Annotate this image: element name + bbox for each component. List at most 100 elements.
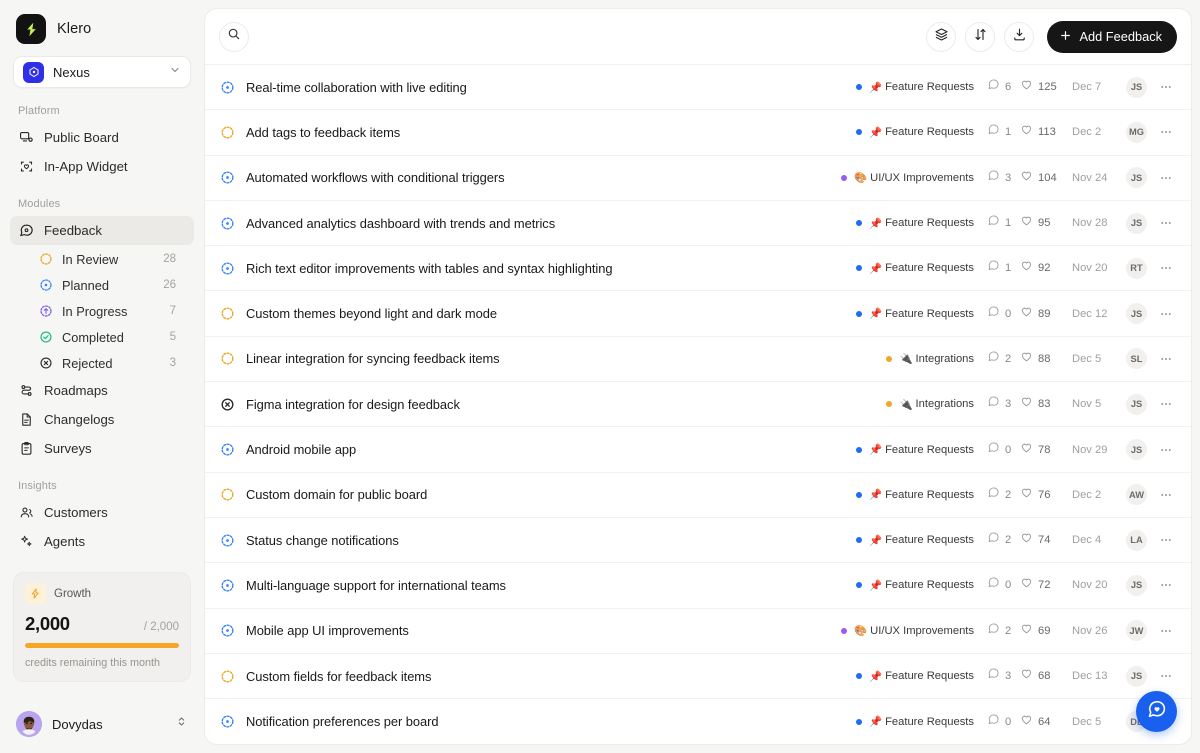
feedback-row[interactable]: Automated workflows with conditional tri… <box>205 156 1191 201</box>
sidebar-item-roadmaps[interactable]: Roadmaps <box>10 376 194 405</box>
sidebar-item-surveys[interactable]: Surveys <box>10 434 194 463</box>
board-badge[interactable]: 🎨 UI/UX Improvements <box>841 171 974 184</box>
sidebar-item-changelogs[interactable]: Changelogs <box>10 405 194 434</box>
row-more-options-button[interactable] <box>1155 574 1177 596</box>
user-menu[interactable]: Dovydas <box>0 699 204 753</box>
chat-widget-button[interactable] <box>1136 691 1177 732</box>
download-button[interactable] <box>1004 21 1035 52</box>
sidebar-item-completed[interactable]: Completed 5 <box>20 324 184 350</box>
sidebar-item-in-app-widget[interactable]: In-App Widget <box>10 152 194 181</box>
vote-count[interactable]: 89 <box>1020 305 1072 323</box>
row-more-options-button[interactable] <box>1155 167 1177 189</box>
feedback-date: Dec 2 <box>1072 488 1102 501</box>
feedback-row[interactable]: Mobile app UI improvements 🎨 UI/UX Improve… <box>205 609 1191 654</box>
brand[interactable]: Klero <box>0 0 204 54</box>
assignee-avatar[interactable]: JS <box>1126 167 1147 189</box>
vote-count[interactable]: 83 <box>1020 395 1072 413</box>
row-more-options-button[interactable] <box>1155 121 1177 143</box>
board-badge[interactable]: 📌 Feature Requests <box>855 307 974 320</box>
feedback-row[interactable]: Custom fields for feedback items 📌 Feature… <box>205 654 1191 700</box>
sidebar-item-rejected[interactable]: Rejected 3 <box>20 350 184 376</box>
feedback-row[interactable]: Custom domain for public board 📌 Feature R… <box>205 473 1191 518</box>
agents-icon <box>18 534 34 550</box>
feedback-row[interactable]: Status change notifications 📌 Feature Requ… <box>205 518 1191 564</box>
vote-count[interactable]: 76 <box>1020 486 1072 504</box>
assignee-avatar[interactable]: JS <box>1126 439 1147 461</box>
feedback-row[interactable]: Custom themes beyond light and dark mode… <box>205 291 1191 337</box>
vote-count[interactable]: 92 <box>1020 259 1072 277</box>
assignee-avatar[interactable]: JS <box>1126 212 1147 234</box>
feedback-row[interactable]: Real-time collaboration with live editin… <box>205 65 1191 111</box>
row-more-options-button[interactable] <box>1155 76 1177 98</box>
board-badge[interactable]: 📌 Feature Requests <box>855 262 974 275</box>
vote-count[interactable]: 74 <box>1020 531 1072 549</box>
vote-count[interactable]: 125 <box>1020 78 1072 96</box>
assignee-avatar[interactable]: MG <box>1126 121 1147 143</box>
search-input[interactable] <box>219 21 249 52</box>
workspace-switcher[interactable]: Nexus <box>13 56 191 88</box>
row-more-options-button[interactable] <box>1155 257 1177 279</box>
assignee-avatar[interactable]: SL <box>1126 348 1147 370</box>
sidebar-item-public-board[interactable]: Public Board <box>10 123 194 152</box>
sidebar-item-in-progress[interactable]: In Progress 7 <box>20 298 184 324</box>
row-more-options-button[interactable] <box>1155 529 1177 551</box>
feedback-row[interactable]: Add tags to feedback items 📌 Feature Reque… <box>205 110 1191 156</box>
assignee-avatar[interactable]: LA <box>1126 529 1147 551</box>
vote-count[interactable]: 68 <box>1020 667 1072 685</box>
status-in-progress-icon <box>38 304 53 319</box>
assignee-avatar[interactable]: JS <box>1126 393 1147 415</box>
assignee-avatar[interactable]: JS <box>1126 574 1147 596</box>
board-badge[interactable]: 📌 Feature Requests <box>855 579 974 592</box>
vote-count[interactable]: 64 <box>1020 713 1072 731</box>
sidebar-item-in-review[interactable]: In Review 28 <box>20 246 184 272</box>
board-badge[interactable]: 📌 Feature Requests <box>855 126 974 139</box>
toolbar: Add Feedback <box>205 9 1191 65</box>
board-badge[interactable]: 🎨 UI/UX Improvements <box>841 624 974 637</box>
layers-button[interactable] <box>926 21 957 52</box>
board-badge[interactable]: 📌 Feature Requests <box>855 715 974 728</box>
feedback-row[interactable]: Android mobile app 📌 Feature Requests 0 78 No… <box>205 427 1191 473</box>
vote-count[interactable]: 88 <box>1020 350 1072 368</box>
row-more-options-button[interactable] <box>1155 348 1177 370</box>
vote-count[interactable]: 78 <box>1020 441 1072 459</box>
sidebar-item-feedback[interactable]: Feedback <box>10 216 194 245</box>
row-more-options-button[interactable] <box>1155 212 1177 234</box>
vote-count[interactable]: 69 <box>1020 622 1072 640</box>
status-planned-icon <box>38 278 53 293</box>
sidebar-item-planned[interactable]: Planned 26 <box>20 272 184 298</box>
row-more-options-button[interactable] <box>1155 393 1177 415</box>
row-more-options-button[interactable] <box>1155 439 1177 461</box>
add-feedback-button[interactable]: Add Feedback <box>1047 20 1177 53</box>
row-more-options-button[interactable] <box>1155 303 1177 325</box>
sidebar-item-customers[interactable]: Customers <box>10 498 194 527</box>
board-badge[interactable]: 📌 Feature Requests <box>855 81 974 94</box>
feedback-row[interactable]: Figma integration for design feedback 🔌 In… <box>205 382 1191 428</box>
feedback-row[interactable]: Advanced analytics dashboard with trends… <box>205 201 1191 247</box>
feedback-row[interactable]: Linear integration for syncing feedback … <box>205 337 1191 383</box>
feedback-row[interactable]: Notification preferences per board 📌 Featu… <box>205 699 1191 744</box>
vote-count[interactable]: 113 <box>1020 123 1072 141</box>
assignee-avatar[interactable]: RT <box>1126 257 1147 279</box>
row-more-options-button[interactable] <box>1155 620 1177 642</box>
board-badge[interactable]: 🔌 Integrations <box>862 352 974 365</box>
board-badge[interactable]: 📌 Feature Requests <box>855 670 974 683</box>
feedback-row[interactable]: Rich text editor improvements with table… <box>205 246 1191 292</box>
sidebar-item-agents[interactable]: Agents <box>10 527 194 556</box>
assignee-avatar[interactable]: JW <box>1126 620 1147 642</box>
assignee-avatar[interactable]: JS <box>1126 76 1147 98</box>
row-more-options-button[interactable] <box>1155 665 1177 687</box>
assignee-avatar[interactable]: AW <box>1126 484 1147 506</box>
board-badge[interactable]: 🔌 Integrations <box>862 398 974 411</box>
board-badge[interactable]: 📌 Feature Requests <box>855 217 974 230</box>
feedback-row[interactable]: Multi-language support for international… <box>205 563 1191 609</box>
board-badge[interactable]: 📌 Feature Requests <box>855 534 974 547</box>
vote-count[interactable]: 104 <box>1020 169 1072 187</box>
assignee-avatar[interactable]: JS <box>1126 665 1147 687</box>
board-badge[interactable]: 📌 Feature Requests <box>855 443 974 456</box>
row-more-options-button[interactable] <box>1155 484 1177 506</box>
board-badge[interactable]: 📌 Feature Requests <box>855 488 974 501</box>
vote-count[interactable]: 72 <box>1020 576 1072 594</box>
vote-count[interactable]: 95 <box>1020 214 1072 232</box>
sort-button[interactable] <box>965 21 996 52</box>
assignee-avatar[interactable]: JS <box>1126 303 1147 325</box>
